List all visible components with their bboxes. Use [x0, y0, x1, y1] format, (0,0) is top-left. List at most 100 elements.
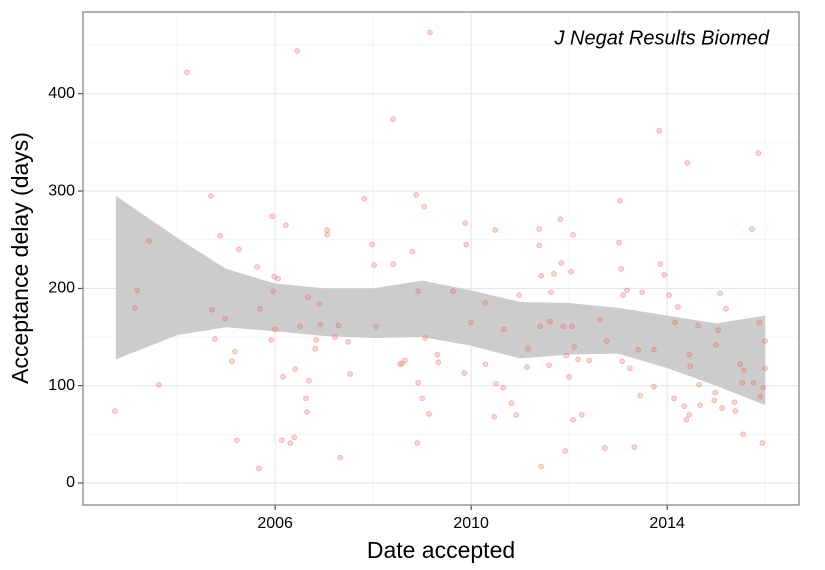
point	[602, 445, 608, 451]
point	[397, 361, 403, 368]
point	[558, 260, 565, 266]
x-tick-label: 2014	[649, 515, 685, 532]
point	[482, 300, 489, 306]
point	[525, 345, 531, 352]
point	[732, 408, 739, 414]
point	[597, 316, 603, 323]
point	[390, 116, 397, 122]
point	[536, 242, 543, 249]
point	[711, 397, 718, 404]
x-axis-title: Date accepted	[367, 537, 515, 563]
point	[345, 339, 351, 345]
point	[257, 306, 263, 312]
point	[275, 275, 281, 282]
point	[547, 318, 553, 325]
point	[369, 241, 375, 248]
point	[524, 364, 530, 371]
point	[347, 371, 353, 377]
point	[414, 440, 421, 446]
point	[212, 336, 218, 342]
point	[413, 192, 420, 198]
point	[569, 323, 575, 330]
point	[560, 323, 567, 330]
point	[756, 319, 763, 326]
point	[661, 271, 668, 278]
point	[671, 395, 677, 402]
point	[755, 150, 762, 156]
point	[684, 160, 691, 166]
point	[579, 412, 585, 418]
point	[757, 393, 764, 400]
point	[232, 348, 238, 355]
point	[335, 322, 342, 329]
confidence-band	[115, 195, 766, 406]
point	[217, 233, 224, 239]
point	[492, 227, 498, 233]
point	[468, 319, 474, 326]
point	[305, 294, 311, 300]
point	[536, 226, 543, 232]
point	[208, 193, 214, 199]
point	[256, 465, 262, 472]
point	[570, 416, 576, 423]
point	[426, 411, 432, 417]
point	[461, 370, 468, 376]
point	[717, 290, 723, 297]
point	[146, 237, 152, 244]
point	[651, 383, 657, 390]
point	[134, 287, 140, 294]
point	[269, 213, 275, 220]
point	[291, 434, 298, 441]
y-tick-label: 400	[48, 85, 75, 102]
point	[666, 292, 672, 298]
point	[297, 323, 303, 330]
point	[750, 379, 757, 386]
annotation: J Negat Results Biomed	[553, 27, 769, 49]
point	[675, 304, 681, 310]
point	[501, 326, 507, 333]
point	[617, 197, 623, 204]
point	[697, 402, 703, 408]
point	[508, 400, 515, 407]
point	[695, 322, 701, 329]
point	[312, 345, 319, 352]
point	[723, 306, 729, 312]
point	[272, 326, 278, 333]
point	[739, 379, 745, 386]
point	[361, 196, 368, 202]
point	[313, 337, 320, 343]
point	[759, 440, 766, 446]
point	[229, 358, 235, 365]
point	[563, 352, 570, 359]
panel-border	[82, 11, 800, 506]
point	[283, 222, 289, 228]
point	[557, 216, 564, 223]
y-axis-title: Acceptance delay (days)	[7, 132, 33, 384]
point	[687, 363, 694, 370]
point	[271, 273, 277, 280]
point	[324, 232, 330, 238]
point	[715, 327, 721, 334]
point	[719, 405, 725, 411]
point	[762, 365, 768, 371]
point	[435, 359, 442, 366]
point	[575, 356, 581, 363]
point	[421, 203, 427, 210]
point	[390, 261, 397, 267]
point	[731, 399, 738, 406]
point	[419, 395, 425, 402]
point	[491, 414, 497, 420]
point	[371, 262, 377, 268]
point	[462, 220, 469, 226]
point	[548, 289, 554, 296]
point	[760, 384, 767, 391]
point	[450, 288, 456, 295]
point	[234, 437, 240, 443]
point	[280, 374, 286, 380]
point	[546, 362, 552, 369]
point	[303, 395, 309, 402]
point	[618, 266, 624, 272]
point	[516, 292, 522, 298]
point	[316, 301, 323, 307]
